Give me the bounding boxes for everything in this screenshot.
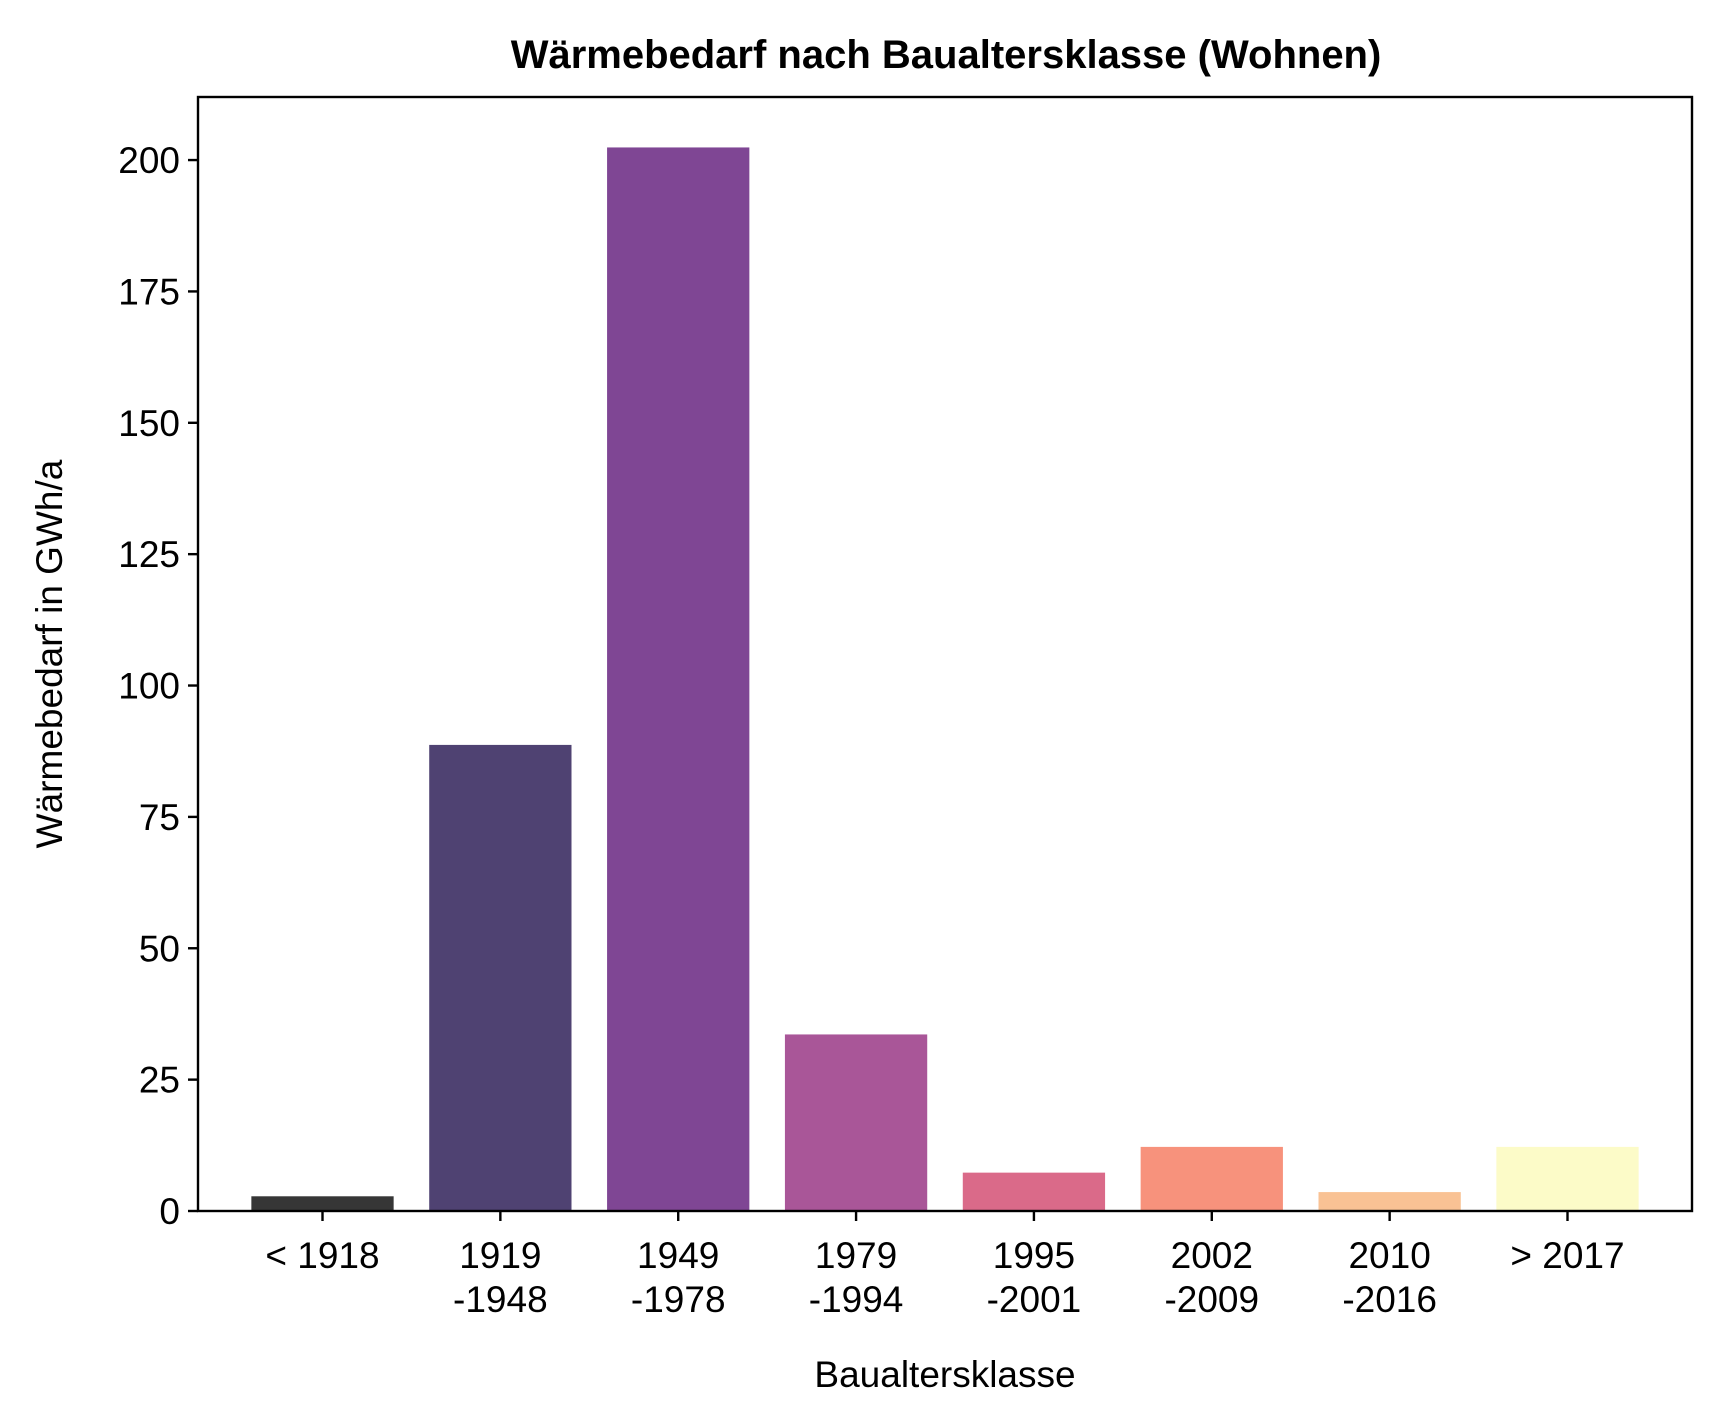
bar-6 [1140,1146,1283,1211]
x-tick-label: 1979 -1994 [809,1235,904,1320]
x-tick-label: 2002 -2009 [1164,1235,1259,1320]
y-tick-label: 0 [159,1191,180,1232]
y-tick-label: 75 [139,797,180,838]
x-tick-label: 1995 -2001 [987,1235,1082,1320]
bar-8 [1496,1146,1639,1211]
y-tick-label: 200 [118,140,180,181]
x-axis: < 1918 1919 -1948 1949 -1978 1979 -1994 1995 -20… [265,1211,1625,1320]
y-axis: 0 25 50 75 100 125 150 175 200 [118,140,198,1232]
bar-2 [429,744,572,1211]
x-tick-label: 2010 -2016 [1342,1235,1437,1320]
y-tick-label: 100 [118,666,180,707]
x-tick-label: 1919 -1948 [453,1235,548,1320]
bar-1 [251,1196,394,1211]
y-axis-title: Wärmebedarf in GWh/a [29,459,70,848]
y-tick-label: 50 [139,928,180,969]
x-tick-label: < 1918 [265,1235,379,1276]
y-tick-label: 25 [139,1060,180,1101]
y-tick-label: 150 [118,403,180,444]
x-tick-label: 1949 -1978 [631,1235,726,1320]
chart-title: Wärmebedarf nach Baualtersklasse (Wohnen… [511,33,1382,77]
plot-frame [196,95,1694,1213]
bar-4 [784,1034,928,1211]
x-axis-title: Baualtersklasse [814,1354,1075,1395]
bar-7 [1318,1192,1461,1211]
bars-group [251,147,1639,1211]
x-tick-label: > 2017 [1510,1235,1624,1276]
bar-5 [962,1172,1106,1211]
y-tick-label: 175 [118,271,180,312]
bar-3 [607,147,750,1211]
y-tick-label: 125 [118,534,180,575]
